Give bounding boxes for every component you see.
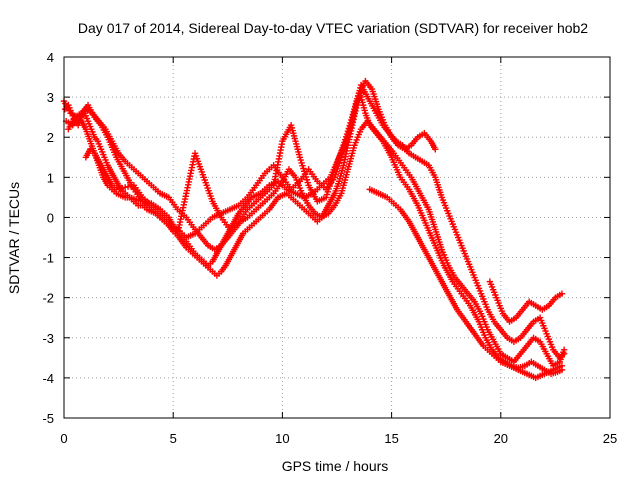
y-tick-label: -2 (42, 291, 54, 306)
y-tick-label: 0 (47, 210, 54, 225)
data-point-plus (560, 350, 568, 358)
y-axis-label: SDTVAR / TECUs (6, 182, 22, 294)
series-track-6 (366, 186, 566, 382)
y-tick-labels: -5 -4 -3 -2 -1 0 1 2 3 4 (42, 50, 54, 426)
y-tick-label: 2 (47, 130, 54, 145)
x-tick-label: 5 (170, 431, 177, 446)
series-track-4 (82, 77, 566, 325)
data-point-plus (558, 290, 566, 297)
x-axis-label: GPS time / hours (282, 458, 389, 474)
data-series (60, 77, 568, 382)
chart-title: Day 017 of 2014, Sidereal Day-to-day VTE… (78, 20, 588, 36)
tick-marks (63, 56, 611, 419)
series-track-5 (61, 89, 365, 279)
y-tick-label: -1 (42, 251, 54, 266)
y-tick-label: 1 (47, 170, 54, 185)
data-point-plus (558, 362, 566, 370)
x-tick-label: 25 (603, 431, 617, 446)
plot-frame (63, 56, 611, 419)
series-track-2 (62, 105, 568, 370)
x-tick-label: 0 (60, 431, 67, 446)
x-tick-labels: 0 5 10 15 20 25 (60, 431, 617, 446)
x-tick-label: 15 (384, 431, 398, 446)
x-tick-label: 20 (494, 431, 508, 446)
y-tick-label: -4 (42, 371, 54, 386)
data-point-plus (357, 89, 365, 97)
y-tick-label: 3 (47, 90, 54, 105)
y-tick-label: -3 (42, 331, 54, 346)
x-tick-label: 10 (275, 431, 289, 446)
y-tick-label: 4 (47, 50, 54, 65)
y-tick-label: -5 (42, 411, 54, 426)
data-point-plus (432, 146, 439, 153)
